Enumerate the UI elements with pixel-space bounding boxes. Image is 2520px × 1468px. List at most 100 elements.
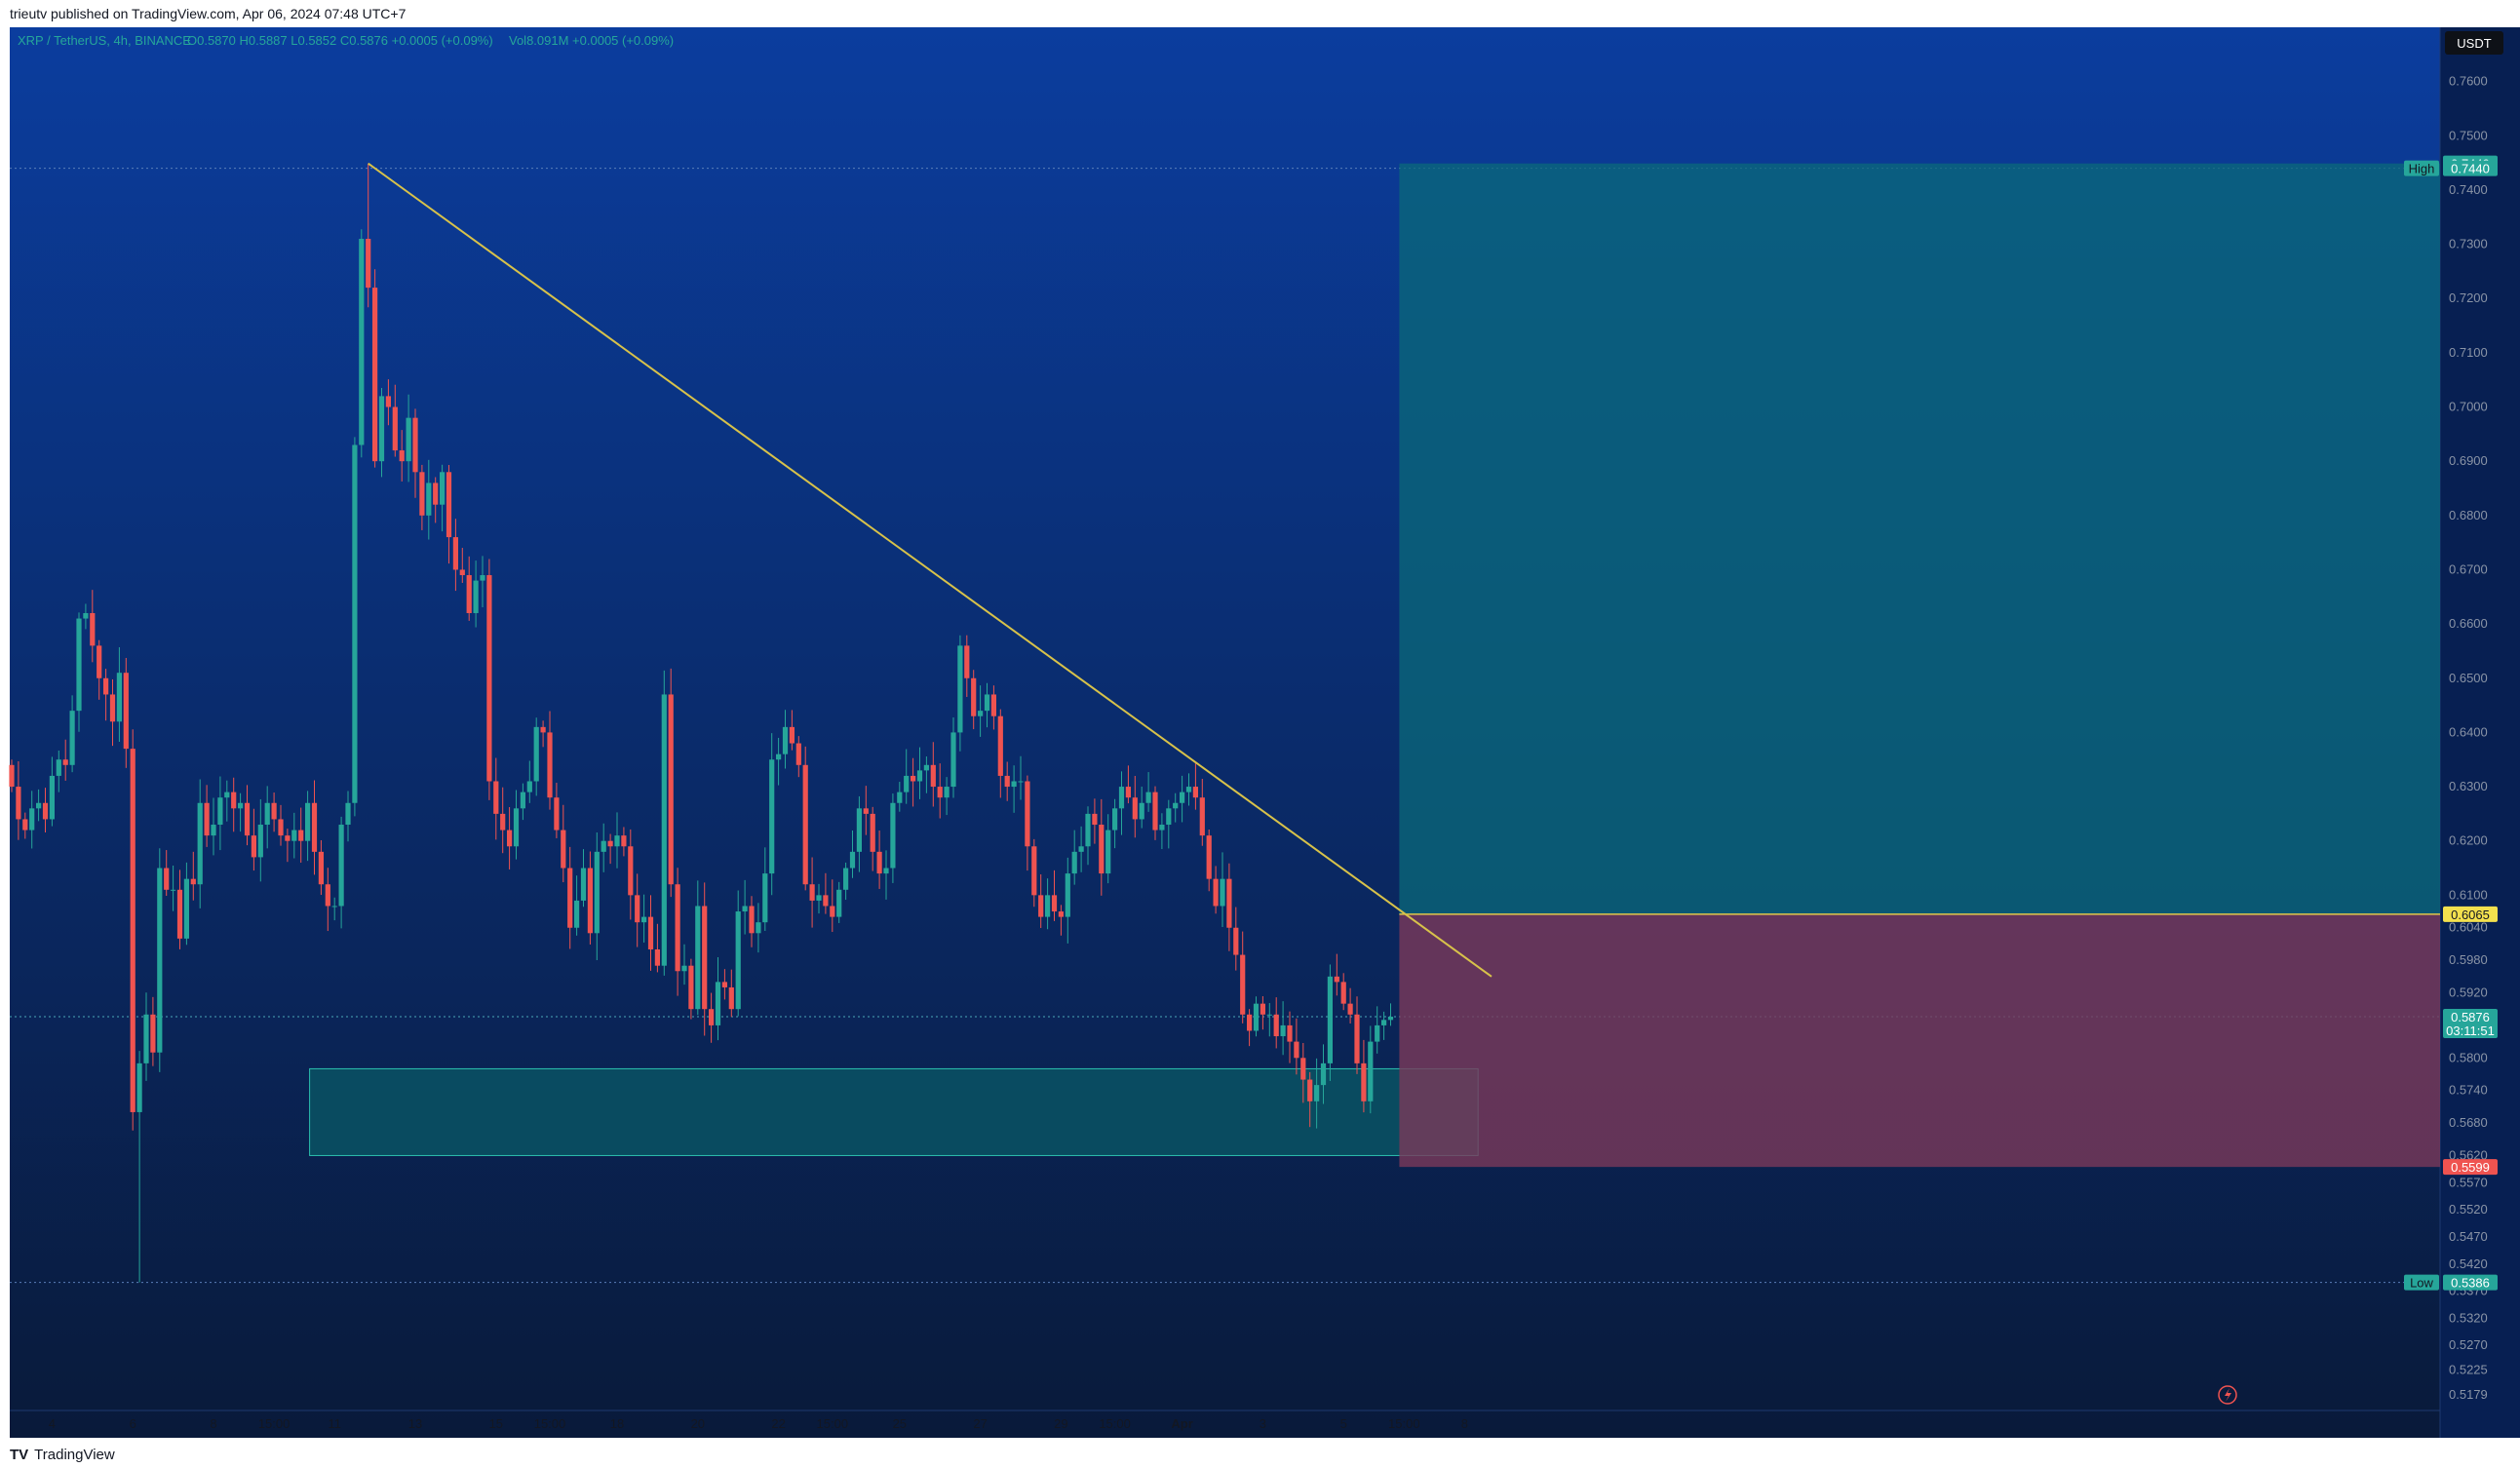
candle[interactable] (769, 733, 775, 896)
candle[interactable] (1327, 964, 1333, 1081)
candle[interactable] (1118, 771, 1125, 835)
candle[interactable] (352, 437, 358, 817)
candle[interactable] (1266, 1003, 1272, 1037)
candle[interactable] (897, 782, 903, 812)
candle[interactable] (318, 839, 324, 896)
candle[interactable] (635, 873, 640, 947)
candle[interactable] (863, 786, 869, 835)
candle[interactable] (1078, 826, 1084, 872)
candle[interactable] (971, 670, 977, 730)
candle[interactable] (1004, 761, 1010, 801)
candle[interactable] (789, 710, 795, 751)
candle[interactable] (856, 795, 862, 872)
candle[interactable] (1247, 1009, 1253, 1047)
candle[interactable] (1025, 775, 1030, 871)
candle[interactable] (944, 777, 950, 816)
candle[interactable] (1112, 798, 1118, 849)
candle[interactable] (601, 823, 606, 872)
candle[interactable] (500, 787, 506, 854)
candle[interactable] (116, 647, 122, 743)
candle[interactable] (1307, 1071, 1313, 1128)
candle[interactable] (103, 669, 109, 721)
candle[interactable] (580, 849, 587, 908)
legend-symbol[interactable]: XRP / TetherUS, 4h, BINANCE (18, 33, 191, 48)
candle[interactable] (520, 783, 525, 821)
candle[interactable] (587, 851, 593, 945)
candle[interactable] (614, 812, 620, 869)
candle[interactable] (285, 829, 291, 863)
candle[interactable] (244, 785, 251, 846)
candle[interactable] (83, 603, 89, 630)
candle[interactable] (466, 556, 472, 621)
candle[interactable] (735, 890, 741, 1017)
candle[interactable] (1045, 878, 1051, 930)
candle[interactable] (1065, 857, 1070, 944)
candle[interactable] (452, 519, 458, 592)
candle[interactable] (661, 670, 667, 976)
candle[interactable] (964, 635, 970, 697)
candle[interactable] (1387, 1003, 1394, 1026)
candle[interactable] (849, 830, 856, 878)
candle[interactable] (641, 894, 647, 943)
candle[interactable] (540, 720, 546, 748)
candle[interactable] (843, 862, 849, 901)
candle[interactable] (311, 780, 318, 875)
candle[interactable] (385, 379, 391, 426)
candle[interactable] (359, 229, 365, 458)
candle[interactable] (392, 384, 398, 457)
candle[interactable] (776, 737, 782, 786)
candle[interactable] (211, 797, 216, 856)
candle[interactable] (876, 831, 882, 889)
candle[interactable] (762, 847, 768, 931)
candle[interactable] (251, 808, 256, 871)
candle[interactable] (171, 865, 176, 911)
candle[interactable] (695, 880, 701, 1016)
candle[interactable] (950, 717, 956, 798)
candle[interactable] (399, 430, 405, 482)
candle[interactable] (621, 827, 627, 857)
candle[interactable] (56, 750, 61, 792)
candle[interactable] (688, 958, 694, 1020)
candle[interactable] (69, 695, 75, 773)
candle[interactable] (715, 956, 721, 1041)
candle[interactable] (16, 760, 21, 840)
candle[interactable] (1038, 873, 1044, 929)
candle[interactable] (419, 464, 425, 530)
candle[interactable] (412, 408, 418, 498)
candle[interactable] (1226, 863, 1232, 951)
candle[interactable] (426, 459, 432, 540)
candle[interactable] (1031, 838, 1037, 908)
candle[interactable] (1166, 799, 1172, 849)
candle[interactable] (42, 788, 49, 832)
candle[interactable] (930, 742, 936, 807)
candle[interactable] (486, 559, 492, 800)
candle[interactable] (607, 833, 613, 865)
candle[interactable] (1287, 1011, 1293, 1063)
lightning-icon[interactable] (2218, 1385, 2237, 1405)
candle[interactable] (440, 464, 446, 532)
candle[interactable] (997, 709, 1003, 798)
candle[interactable] (1253, 996, 1260, 1037)
candle[interactable] (911, 757, 916, 807)
candle[interactable] (526, 760, 532, 803)
candle[interactable] (533, 717, 539, 796)
candle[interactable] (433, 477, 439, 523)
candle[interactable] (802, 746, 808, 891)
candle[interactable] (164, 850, 170, 896)
candle[interactable] (1375, 1006, 1380, 1054)
candle[interactable] (271, 792, 277, 832)
candle[interactable] (22, 812, 28, 839)
position-stop-area[interactable] (1399, 913, 2440, 1168)
candle[interactable] (668, 668, 674, 898)
candle[interactable] (628, 829, 634, 920)
candle[interactable] (647, 895, 654, 971)
candle[interactable] (372, 269, 378, 468)
candle[interactable] (29, 791, 35, 849)
candle[interactable] (507, 806, 513, 869)
candle[interactable] (513, 790, 520, 860)
candle[interactable] (183, 862, 189, 946)
candle[interactable] (1347, 987, 1353, 1024)
candle[interactable] (1011, 765, 1017, 813)
candle[interactable] (97, 639, 102, 700)
